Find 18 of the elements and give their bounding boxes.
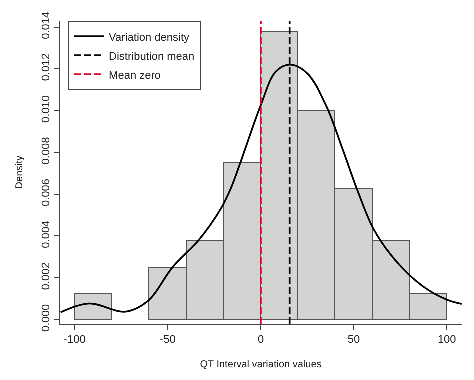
y-tick-label: 0.014 [40, 12, 53, 40]
y-tick-label: 0.008 [40, 137, 53, 165]
y-tick-label: 0.002 [40, 262, 53, 290]
legend-label: Variation density [109, 32, 190, 44]
x-axis-title: QT Interval variation values [200, 360, 322, 371]
y-axis-title: Density [14, 156, 26, 190]
y-tick-label: 0.010 [40, 95, 53, 123]
y-tick-label: 0.012 [40, 54, 53, 82]
y-tick-label: 0.004 [40, 220, 53, 248]
x-tick-label: 100 [438, 334, 456, 346]
x-tick-label: -100 [64, 334, 86, 346]
legend-label: Distribution mean [109, 50, 195, 63]
y-tick-label: 0.006 [40, 179, 53, 207]
x-tick-label: -50 [160, 334, 176, 346]
legend-label: Mean zero [109, 70, 162, 82]
x-tick-label: 50 [348, 334, 360, 346]
y-tick-label: 0.000 [40, 304, 53, 332]
x-tick-label: 0 [258, 334, 264, 346]
